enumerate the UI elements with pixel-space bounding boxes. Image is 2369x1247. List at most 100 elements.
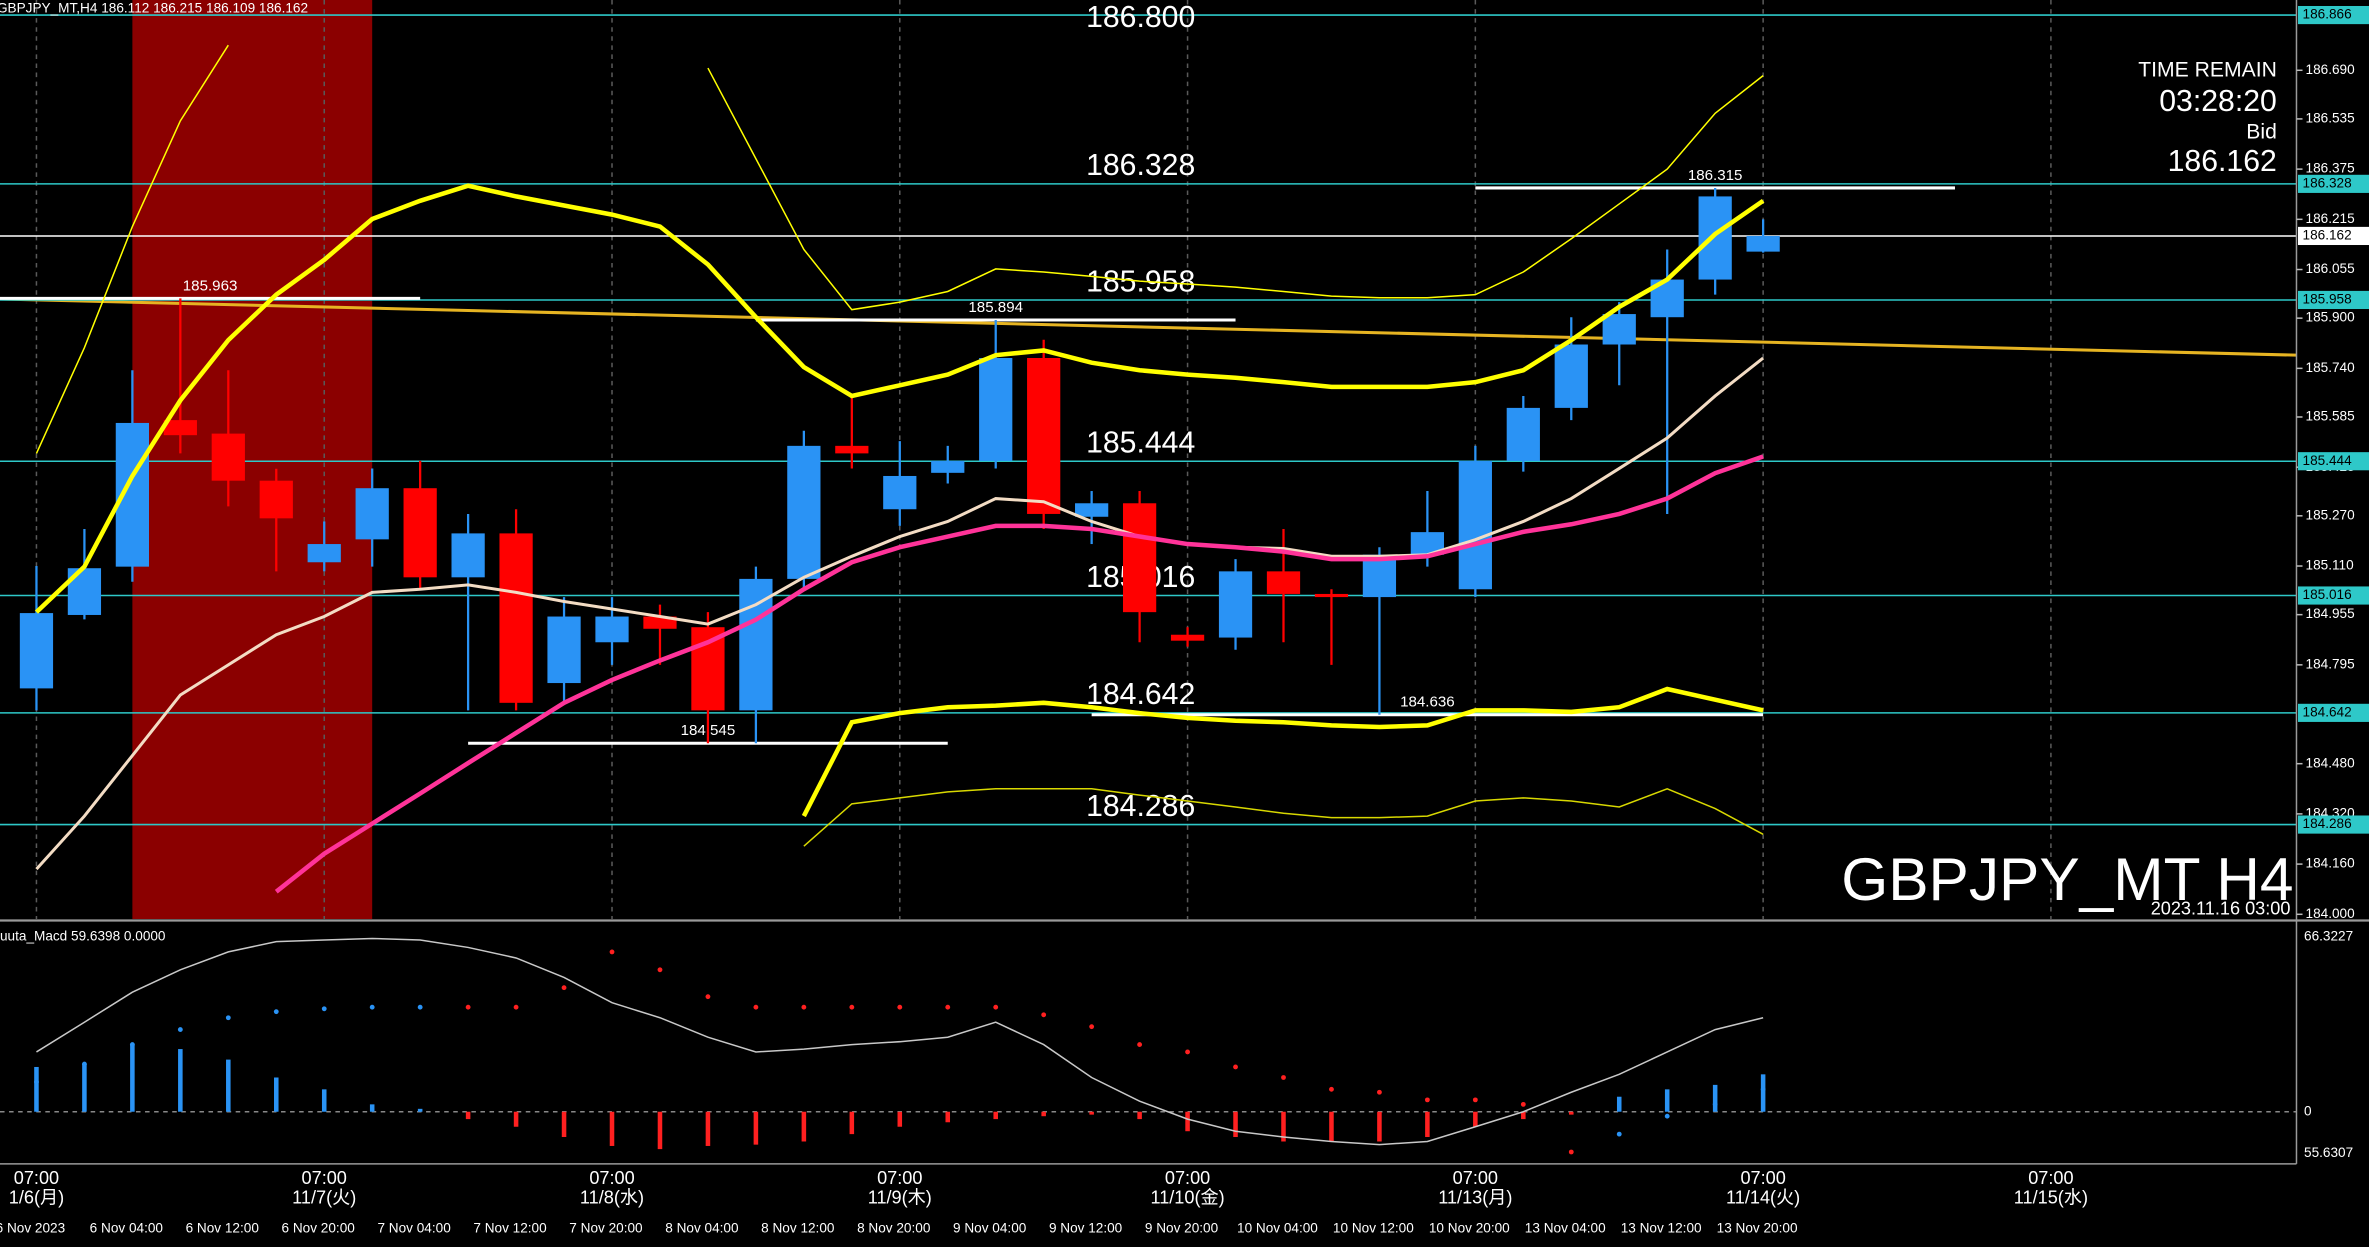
x-tick-label: 9 Nov 04:00 — [953, 1220, 1027, 1235]
histogram-bar — [417, 1108, 423, 1112]
x-tick-label: 9 Nov 12:00 — [1049, 1220, 1123, 1235]
time-remain: 03:28:20 — [2159, 85, 2277, 118]
histogram-bar — [34, 1066, 39, 1112]
x-tick-label: 6 Nov 12:00 — [186, 1220, 260, 1235]
swing-label: 186.315 — [1688, 167, 1743, 184]
x-tick-label: 6 Nov 04:00 — [90, 1220, 164, 1235]
macd-title: uuta_Macd 59.6398 0.0000 — [0, 929, 166, 944]
x-tick-label: 10 Nov 12:00 — [1333, 1220, 1414, 1235]
x-time-label: 07:00 — [1453, 1168, 1498, 1188]
x-time-label: 07:00 — [14, 1168, 59, 1188]
x-tick-label: 9 Nov 20:00 — [1145, 1220, 1219, 1235]
x-tick-label: 10 Nov 20:00 — [1429, 1220, 1510, 1235]
candle-body — [1075, 503, 1109, 517]
trendline — [0, 297, 2297, 357]
x-tick-label: 13 Nov 20:00 — [1717, 1220, 1798, 1235]
y-tick-label: 184.480 — [2306, 755, 2356, 770]
x-date-label: 11/9(木) — [868, 1187, 932, 1207]
indicator-line — [35, 356, 1765, 871]
candle-body — [835, 445, 869, 454]
candle-body — [595, 616, 629, 643]
background-layer — [0, 0, 2297, 920]
signal-dot — [81, 1061, 87, 1067]
histogram-bar — [849, 1111, 855, 1135]
histogram-bar — [705, 1111, 711, 1146]
histogram-bar — [1281, 1111, 1286, 1142]
macd-bottom-label: 55.6307 — [2304, 1145, 2353, 1160]
swing-label: 185.963 — [183, 277, 238, 294]
candle-body — [211, 433, 245, 481]
price-marker-box — [2297, 174, 2369, 193]
signal-dot — [1041, 1012, 1047, 1018]
candle-body — [1410, 532, 1445, 555]
x-date-label: 11/10(金) — [1150, 1187, 1224, 1207]
histogram-bar — [321, 1089, 327, 1112]
histogram-bar — [369, 1104, 375, 1112]
candle-body — [499, 533, 533, 703]
candle-body — [643, 616, 677, 629]
histogram-bar — [1521, 1111, 1526, 1120]
histogram-bar — [1760, 1074, 1766, 1112]
price-marker-box — [2297, 290, 2369, 310]
x-tick-label: 7 Nov 12:00 — [473, 1220, 547, 1235]
signal-dot — [609, 949, 615, 955]
y-tick-label: 184.160 — [2306, 856, 2356, 871]
histogram-bar — [1185, 1111, 1190, 1132]
y-tick-label: 184.795 — [2306, 656, 2355, 671]
histogram-bar — [1664, 1089, 1670, 1112]
price-marker-box — [2297, 815, 2369, 834]
signal-dot — [1377, 1089, 1382, 1095]
signal-dot — [1424, 1097, 1430, 1103]
candle-body — [883, 475, 917, 510]
y-tick-label: 186.690 — [2306, 62, 2356, 77]
price-marker-label: 184.286 — [2303, 816, 2352, 831]
price-marker-box — [2297, 226, 2369, 246]
x-time-label: 07:00 — [1165, 1168, 1210, 1188]
level-label: 184.642 — [1086, 678, 1195, 711]
histogram-bar — [1616, 1096, 1622, 1112]
histogram-bar — [274, 1077, 279, 1112]
symbol-label: GBPJPY_MT H4 — [1841, 845, 2293, 913]
signal-dot — [993, 1004, 999, 1010]
signal-dot — [657, 967, 663, 973]
bid-label: Bid — [2246, 121, 2277, 144]
signal-dot — [897, 1004, 903, 1010]
x-time-label: 07:00 — [2028, 1168, 2073, 1188]
signal-dot — [849, 1004, 855, 1010]
indicator-line — [801, 686, 1764, 818]
signal-dot — [369, 1004, 375, 1010]
candle-body — [19, 613, 54, 689]
signal-dot — [945, 1004, 951, 1010]
histogram-bar — [1329, 1111, 1334, 1142]
x-tick-label: 7 Nov 04:00 — [377, 1220, 451, 1235]
x-date-label: 11/13(月) — [1438, 1187, 1512, 1207]
signal-dot — [321, 1006, 327, 1012]
histogram-bar — [513, 1111, 519, 1127]
histogram-bar — [801, 1111, 807, 1142]
signal-dot — [1137, 1042, 1143, 1048]
x-time-label: 07:00 — [877, 1168, 922, 1188]
signal-dot — [753, 1004, 759, 1010]
histogram-bar — [1089, 1111, 1094, 1115]
x-date-label: 11/14(火) — [1726, 1187, 1800, 1207]
histogram-bar — [82, 1064, 87, 1112]
signal-dot — [801, 1004, 807, 1010]
y-tick-label: 184.955 — [2306, 606, 2355, 621]
candle-body — [1218, 571, 1253, 638]
price-marker-label: 186.866 — [2303, 7, 2352, 22]
candle-body — [259, 480, 293, 519]
histogram-bar — [178, 1049, 183, 1112]
signal-dot — [34, 1079, 39, 1085]
indicator-line — [34, 183, 1765, 614]
candle-body — [1122, 503, 1157, 613]
price-marker-label: 184.642 — [2303, 704, 2352, 719]
signal-dot — [177, 1027, 183, 1032]
y-tick-label: 185.110 — [2306, 558, 2355, 573]
x-date-label: 1/6(月) — [9, 1187, 64, 1207]
candle-body — [1362, 554, 1397, 598]
x-tick-label: 13 Nov 12:00 — [1621, 1220, 1702, 1235]
x-time-label: 07:00 — [302, 1168, 347, 1188]
histogram-bar — [465, 1111, 471, 1120]
